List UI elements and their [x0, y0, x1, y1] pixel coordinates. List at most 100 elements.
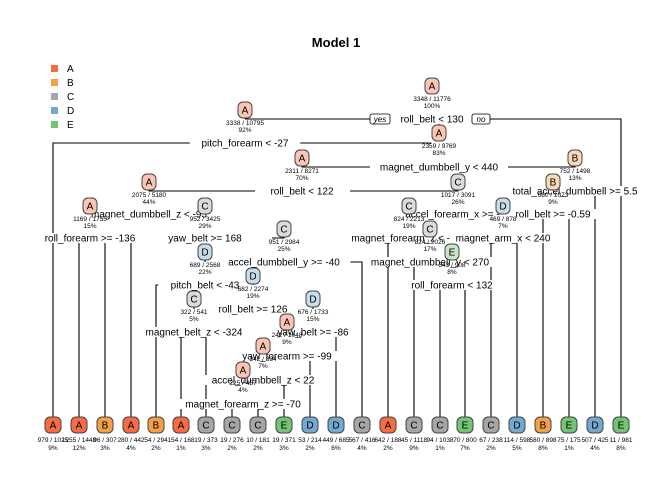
tree-node-counts: 469 / 878	[489, 216, 516, 223]
tree-node-percent: 83%	[432, 150, 445, 157]
tree-node-box	[450, 173, 466, 191]
tree-leaf-box	[560, 416, 578, 434]
split-label: roll_forearm >= -136	[45, 234, 136, 245]
tree-leaf-class: D	[306, 421, 313, 432]
tree-leaf-class: C	[202, 421, 209, 432]
tree-node-box	[495, 197, 511, 215]
tree-node-percent: 15%	[306, 316, 319, 323]
tree-leaf-box	[379, 416, 397, 434]
tree-leaf-counts: 19 / 373	[194, 437, 218, 444]
tree-leaf-percent: 2%	[253, 445, 263, 452]
tree-leaf-percent: 9%	[409, 445, 419, 452]
tree-leaf-counts: 580 / 898	[529, 437, 556, 444]
tree-leaf-class: C	[487, 421, 494, 432]
tree-leaf-class: A	[76, 421, 83, 432]
tree-node-counts: 242 / 1048	[272, 332, 303, 339]
tree-node-counts: 225 / 457	[229, 380, 256, 387]
tree-node-class: C	[190, 295, 197, 306]
tree-leaf-box	[70, 416, 88, 434]
edge-line	[155, 284, 168, 418]
tree-node-percent: 25%	[277, 246, 290, 253]
tree-node-counts: 824 / 2213	[394, 216, 425, 223]
edge-line	[508, 160, 576, 168]
tree-node-percent: 4%	[238, 387, 248, 394]
tree-node-box	[197, 197, 213, 215]
tree-node-box	[401, 197, 417, 215]
tree-node-class: A	[284, 318, 291, 329]
split-label-backing	[497, 186, 653, 196]
split-label: magnet_forearm_z < -250	[351, 234, 467, 245]
yes-tag-label: yes	[373, 115, 386, 124]
split-label: magnet_dumbbell_y < 270	[371, 258, 490, 269]
tree-node-class: C	[454, 178, 461, 189]
tree-leaf-box	[327, 416, 345, 434]
tree-leaf-percent: 1%	[176, 445, 186, 452]
tree-leaf-percent: 7%	[460, 445, 470, 452]
split-label-backing	[450, 233, 556, 243]
tree-node-percent: 9%	[548, 199, 558, 206]
tree-node-class: C	[280, 225, 287, 236]
tree-node-box	[82, 197, 98, 215]
tree-node-box	[235, 361, 251, 379]
tree-node-class: A	[146, 178, 153, 189]
split-label-backing	[161, 233, 249, 243]
tree-leaf-class: C	[228, 421, 235, 432]
split-label: magnet_arm_x < 240	[456, 234, 551, 245]
tree-leaf-counts: 45 / 1118	[401, 437, 428, 444]
split-label-backing	[206, 304, 300, 314]
tree-node-box	[422, 220, 438, 238]
split-label-backing	[234, 351, 340, 361]
tree-leaf-percent: 2%	[227, 445, 237, 452]
split-label: accel_dumbbell_z < 22	[212, 376, 315, 387]
split-label: accel_forearm_x >= -90	[405, 210, 511, 221]
tree-leaf-counts: 67 / 238	[479, 437, 503, 444]
tree-leaf-box	[44, 416, 62, 434]
tree-node-box	[186, 290, 202, 308]
tree-leaf-class: D	[332, 421, 339, 432]
tree-node-class: C	[426, 225, 433, 236]
split-label: roll_belt < 130	[400, 115, 464, 126]
tree-leaf-box	[534, 416, 552, 434]
tree-leaf-box	[301, 416, 319, 434]
tree-leaf-counts: 19 / 276	[220, 437, 244, 444]
tree-leaf-class: B	[102, 421, 109, 432]
tree-node-percent: 22%	[198, 269, 211, 276]
tree-node-box	[305, 290, 321, 308]
tree-leaf-class: A	[50, 421, 57, 432]
tree-leaf-percent: 5%	[512, 445, 522, 452]
tree-node-percent: 9%	[282, 339, 292, 346]
tree-node-counts: 3348 / 11776	[413, 96, 451, 103]
tree-node-box	[276, 220, 292, 238]
tree-leaf-class: E	[618, 421, 625, 432]
tree-leaf-counts: 54 / 294	[144, 437, 168, 444]
tree-leaf-counts: 154 / 168	[167, 437, 194, 444]
split-label-backing	[32, 233, 148, 243]
tree-leaf-class: C	[436, 421, 443, 432]
tree-node-box	[444, 243, 460, 261]
tree-node-class: D	[249, 272, 256, 283]
tree-node-percent: 13%	[568, 175, 581, 182]
tree-node-percent: 19%	[246, 293, 259, 300]
tree-node-percent: 19%	[402, 223, 415, 230]
split-label-backing	[372, 162, 506, 172]
tree-node-class: D	[201, 248, 208, 259]
legend-swatch	[51, 107, 58, 114]
tree-node-box	[279, 313, 295, 331]
tree-leaf-counts: 11 / 981	[609, 437, 632, 444]
edge-line	[345, 261, 363, 418]
tree-leaf-counts: 94 / 1038	[426, 437, 453, 444]
tree-node-class: A	[260, 342, 267, 353]
tree-leaf-class: B	[540, 421, 547, 432]
tree-node-percent: 7%	[498, 223, 508, 230]
edge-line	[470, 118, 622, 418]
tree-node-percent: 8%	[447, 269, 457, 276]
tree-leaf-box	[431, 416, 449, 434]
split-label-backing	[217, 257, 351, 267]
legend-label: D	[67, 106, 74, 117]
split-label: roll_forearm < 132	[411, 281, 493, 292]
split-label-backing	[269, 327, 357, 337]
tree-leaf-box	[405, 416, 423, 434]
split-label-backing	[342, 233, 476, 243]
